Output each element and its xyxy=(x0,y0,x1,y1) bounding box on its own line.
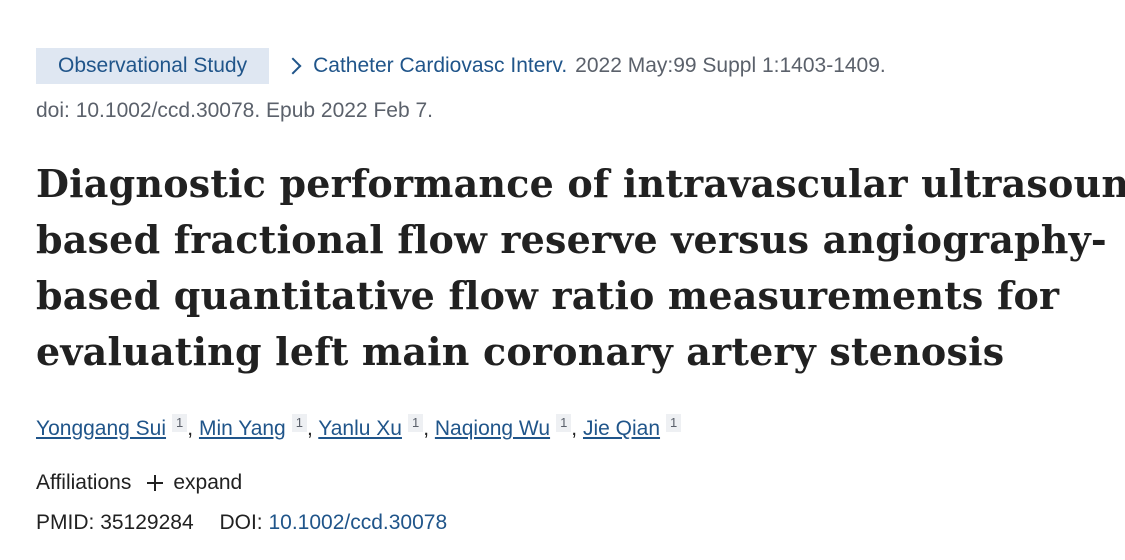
affiliation-number[interactable]: 1 xyxy=(291,414,307,432)
publication-type-badge: Observational Study xyxy=(36,48,270,84)
affiliation-number[interactable]: 1 xyxy=(407,414,424,432)
author-separator: , xyxy=(187,417,194,440)
doi-label: DOI: xyxy=(219,511,263,534)
expand-label[interactable]: expand xyxy=(173,471,243,494)
affiliation-number[interactable]: 1 xyxy=(556,414,572,432)
chevron-right-icon xyxy=(284,57,302,75)
article-title: Diagnostic performance of intravascular … xyxy=(36,156,1125,380)
pmid-value: 35129284 xyxy=(100,511,194,534)
author-separator: , xyxy=(423,417,430,440)
title-line: based fractional flow reserve versus ang… xyxy=(36,217,1107,262)
article-header: Observational Study Catheter Cardiovasc … xyxy=(36,48,1125,538)
title-line: evaluating left main coronary artery ste… xyxy=(36,329,1005,374)
citation-line: Observational Study Catheter Cardiovasc … xyxy=(36,48,1111,84)
authors-list: Yonggang Sui 1, Min Yang 1, Yanlu Xu 1, Naq… xyxy=(36,414,1111,444)
doi-link[interactable]: 10.1002/ccd.30078 xyxy=(268,511,448,534)
affiliations-toggle[interactable]: Affiliations expand xyxy=(36,468,1111,498)
affiliation-number[interactable]: 1 xyxy=(666,414,682,432)
author-separator: , xyxy=(571,417,578,440)
author-link[interactable]: Naqiong Wu xyxy=(434,417,551,440)
doi-epub-line: doi: 10.1002/ccd.30078. Epub 2022 Feb 7. xyxy=(36,99,433,122)
pmid-label: PMID: xyxy=(36,511,95,534)
plus-icon[interactable] xyxy=(147,475,164,491)
title-line: based quantitative flow ratio measuremen… xyxy=(36,273,1060,318)
journal-link[interactable]: Catheter Cardiovasc Interv. xyxy=(313,54,568,77)
author-link[interactable]: Jie Qian xyxy=(582,417,661,440)
author-separator: , xyxy=(306,417,313,440)
affiliation-number[interactable]: 1 xyxy=(172,414,188,432)
identifiers-line: PMID: 35129284 DOI: 10.1002/ccd.30078 xyxy=(36,508,1111,538)
author-link[interactable]: Yonggang Sui xyxy=(36,417,167,440)
title-line: Diagnostic performance of intravascular … xyxy=(36,161,1125,206)
author-link[interactable]: Min Yang xyxy=(198,417,286,440)
author-link[interactable]: Yanlu Xu xyxy=(318,417,402,440)
affiliations-label: Affiliations xyxy=(36,471,132,494)
citation-details: 2022 May:99 Suppl 1:1403-1409. xyxy=(575,54,886,77)
